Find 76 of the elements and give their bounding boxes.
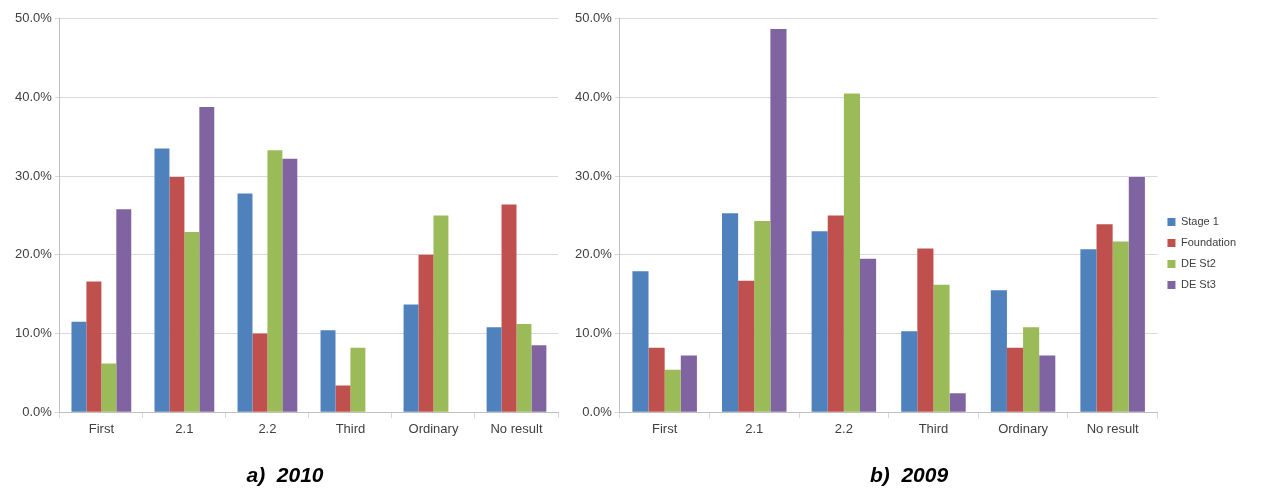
bar <box>418 254 434 412</box>
bar <box>1006 347 1024 412</box>
y-tick-label: 30.0% <box>14 167 53 183</box>
x-tick-label: 2.2 <box>834 420 853 436</box>
legend-label: DE St2 <box>1180 257 1216 270</box>
y-tick-label: 0.0% <box>22 403 53 419</box>
x-tick-label: No result <box>1086 420 1140 436</box>
bar <box>252 333 268 412</box>
bar <box>154 148 170 412</box>
bar <box>320 330 336 412</box>
bar <box>859 258 877 412</box>
bar <box>199 106 215 412</box>
y-tick-label: 40.0% <box>574 89 613 105</box>
bar <box>770 29 787 412</box>
bar <box>433 215 449 412</box>
bar <box>648 347 665 412</box>
bar <box>282 158 298 412</box>
bar <box>827 215 844 412</box>
bar <box>86 281 102 412</box>
bar <box>917 248 934 412</box>
y-tick-label: 30.0% <box>574 167 613 183</box>
bar <box>1128 176 1145 412</box>
legend-label: Foundation <box>1180 236 1236 249</box>
x-tick-label: Ordinary <box>408 420 459 436</box>
bar <box>501 204 517 412</box>
y-tick-label: 20.0% <box>14 246 53 262</box>
bar <box>516 324 532 412</box>
bar <box>680 355 697 412</box>
x-tick-label: Ordinary <box>998 420 1049 436</box>
bar <box>486 327 502 412</box>
x-tick-label: 2.1 <box>175 420 194 436</box>
bar <box>1096 224 1113 412</box>
legend-label: DE St3 <box>1180 278 1216 291</box>
bar <box>101 363 117 412</box>
bar <box>184 232 200 412</box>
bar <box>1039 355 1056 412</box>
text: a) 2010 <box>246 463 324 487</box>
bar <box>754 221 771 412</box>
x-tick-label: Third <box>335 420 366 436</box>
y-tick-label: 40.0% <box>14 89 53 105</box>
x-tick-label: First <box>652 420 678 436</box>
bar <box>843 93 860 412</box>
y-tick-label: 50.0% <box>14 10 53 26</box>
bar <box>738 280 755 412</box>
bar <box>350 347 366 412</box>
bar <box>116 209 132 412</box>
bar <box>664 369 681 412</box>
bar <box>1023 327 1040 412</box>
bar <box>722 213 739 412</box>
x-tick-label: Third <box>918 420 949 436</box>
bar <box>335 385 351 412</box>
text: b) 2009 <box>869 463 949 487</box>
legend-label: Stage 1 <box>1180 215 1219 228</box>
y-tick-label: 10.0% <box>574 325 613 341</box>
bar <box>933 284 950 412</box>
x-tick-label: First <box>88 420 115 436</box>
bar <box>403 304 419 412</box>
x-tick-label: 2.1 <box>745 420 764 436</box>
bar <box>901 331 918 412</box>
bar <box>267 150 283 412</box>
bar <box>71 321 87 412</box>
bar <box>237 193 253 412</box>
bar <box>632 271 649 412</box>
bar <box>531 345 547 412</box>
y-tick-label: 20.0% <box>574 246 613 262</box>
bar <box>1112 241 1129 412</box>
bar <box>811 231 828 412</box>
bar <box>949 393 966 412</box>
bar <box>1080 249 1097 412</box>
x-tick-label: No result <box>490 420 543 436</box>
bar <box>990 290 1007 412</box>
y-tick-label: 10.0% <box>14 325 53 341</box>
x-tick-label: 2.2 <box>258 420 277 436</box>
y-tick-label: 0.0% <box>582 403 613 419</box>
y-tick-label: 50.0% <box>574 10 613 26</box>
bar <box>169 176 185 412</box>
